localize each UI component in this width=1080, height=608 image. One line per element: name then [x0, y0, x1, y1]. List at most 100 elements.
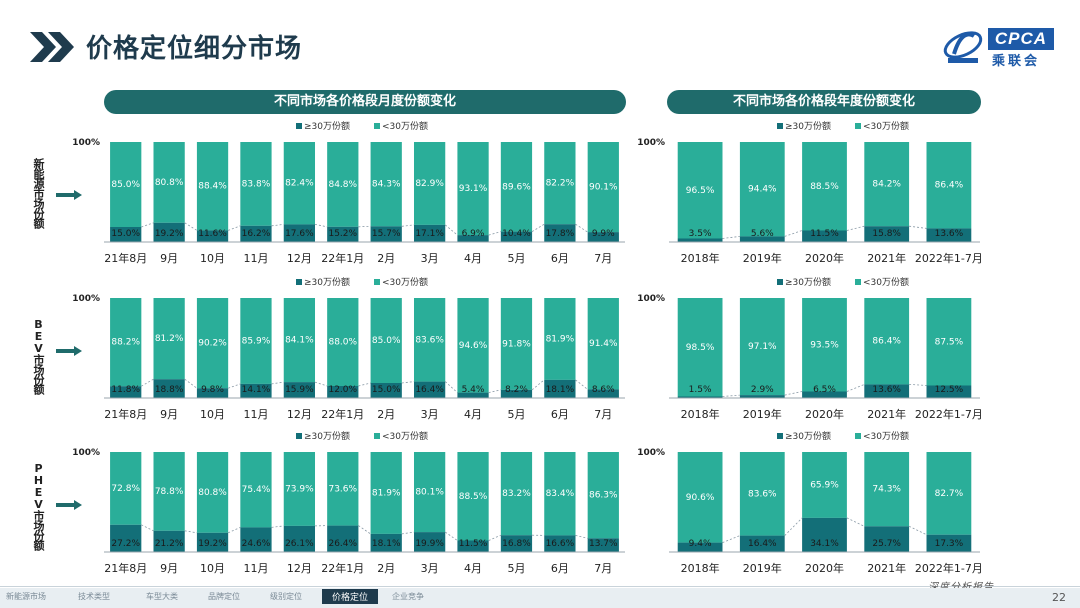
legend-swatch-low [855, 433, 861, 439]
x-tick-label: 2019年 [743, 251, 782, 265]
data-label-high: 17.1% [415, 229, 444, 239]
data-label-high: 17.3% [935, 539, 964, 549]
data-label-high: 12.5% [935, 385, 964, 395]
connector-line [908, 525, 927, 536]
data-label-high: 8.6% [592, 385, 615, 395]
bar-segment-high [677, 542, 723, 552]
connector-line [575, 535, 588, 539]
nav-item[interactable]: 车型大类 [146, 592, 178, 601]
connector-line [488, 534, 501, 541]
connector-line [184, 530, 197, 534]
legend-label-high: ≥30万份额 [304, 120, 350, 132]
bar-segment-high [864, 526, 910, 552]
legend-swatch-high [296, 279, 302, 285]
bar-segment-high [500, 389, 533, 398]
bar-segment-low [283, 298, 316, 383]
nav-item[interactable]: 价格定位 [322, 589, 379, 604]
page-title: 价格定位细分市场 [86, 34, 303, 64]
bar-segment-low [677, 142, 723, 239]
data-label-high: 26.4% [328, 539, 357, 549]
data-label-high: 25.7% [872, 539, 901, 549]
bar-segment-high [864, 384, 910, 398]
bar-segment-low [587, 142, 619, 233]
bar-segment-low [864, 298, 910, 385]
connector-line [444, 224, 458, 236]
connector-line [271, 224, 284, 227]
data-label-low: 82.4% [285, 179, 314, 189]
data-label-low: 72.8% [111, 484, 140, 494]
data-label-high: 12.0% [328, 385, 357, 395]
x-tick-label: 4月 [464, 252, 482, 265]
x-tick-label: 2018年 [681, 251, 720, 265]
logo-subtitle: 乘联会 [992, 54, 1041, 69]
data-label-high: 13.6% [872, 385, 901, 395]
bar-segment-low [283, 452, 316, 526]
data-label-low: 80.8% [198, 488, 227, 498]
bar-segment-high [283, 382, 316, 398]
data-label-high: 8.2% [505, 385, 528, 395]
data-label-high: 14.1% [242, 385, 271, 395]
bar-segment-low [544, 452, 576, 536]
bar-segment-high [457, 392, 489, 398]
data-label-low: 82.2% [546, 179, 575, 189]
bar-segment-low [864, 142, 910, 227]
x-tick-label: 11月 [243, 252, 268, 265]
connector-line [358, 225, 371, 228]
bar-segment-low [457, 298, 489, 393]
bar-segment-high [110, 227, 142, 242]
legend-label-low: <30万份额 [382, 430, 428, 442]
data-label-high: 27.2% [111, 539, 140, 549]
bar-segment-high [196, 388, 229, 398]
connector-line [846, 225, 865, 231]
bar-segment-high [739, 395, 785, 398]
nav-item[interactable]: 新能源市场 [6, 592, 46, 601]
data-label-high: 9.8% [201, 385, 224, 395]
nav-item[interactable]: 品牌定位 [208, 592, 240, 601]
data-label-high: 11.6% [198, 229, 227, 239]
data-label-high: 26.1% [285, 539, 314, 549]
x-tick-label: 6月 [551, 408, 569, 421]
connector-line [846, 384, 865, 392]
data-label-high: 11.5% [810, 229, 839, 239]
bar-segment-low [587, 452, 619, 539]
connector-line [184, 378, 198, 389]
data-label-high: 2.9% [751, 385, 774, 395]
bar-segment-low [926, 298, 972, 386]
footer-nav-bar [0, 588, 1080, 608]
bar-segment-low [153, 452, 185, 531]
bar-segment-low [864, 452, 910, 527]
legend-swatch-high [296, 123, 302, 129]
nav-item[interactable]: 级别定位 [270, 592, 302, 601]
data-label-low: 98.5% [686, 343, 715, 353]
x-tick-label: 9月 [160, 252, 178, 265]
bar-segment-low [739, 452, 785, 536]
x-tick-label: 2020年 [805, 407, 844, 421]
data-label-low: 73.6% [328, 484, 357, 494]
bar-segment-high [413, 532, 446, 552]
bar-segment-low [926, 452, 972, 535]
bar-segment-low [413, 298, 446, 382]
nav-item[interactable]: 技术类型 [78, 592, 110, 601]
data-label-low: 82.9% [415, 179, 444, 189]
y-axis-top-label: 100% [72, 294, 100, 304]
data-label-low: 94.4% [748, 185, 777, 195]
bar-segment-low [196, 142, 229, 231]
x-tick-label: 2018年 [681, 407, 720, 421]
chart-bev-monthly: ≥30万份额 <30万份额 100% 88.2% 11.8% 21年8月 81.2% 18.8… [72, 276, 625, 421]
nav-item[interactable]: 企业竞争 [392, 592, 424, 601]
bar-segment-low [544, 298, 576, 380]
x-tick-label: 2022年1-7月 [915, 407, 983, 421]
connector-line [358, 382, 371, 387]
data-label-low: 81.2% [155, 334, 184, 344]
x-tick-label: 7月 [594, 252, 612, 265]
data-label-high: 10.4% [502, 229, 531, 239]
x-tick-label: 3月 [421, 408, 439, 421]
row-label-bev: BEV市场份额 [32, 318, 45, 394]
data-label-high: 19.2% [155, 229, 184, 239]
legend-swatch-low [855, 279, 861, 285]
arrow-right-icon [56, 500, 82, 510]
x-tick-label: 2021年 [867, 407, 906, 421]
data-label-high: 16.8% [502, 539, 531, 549]
x-tick-label: 3月 [421, 252, 439, 265]
connector-line [784, 230, 803, 237]
